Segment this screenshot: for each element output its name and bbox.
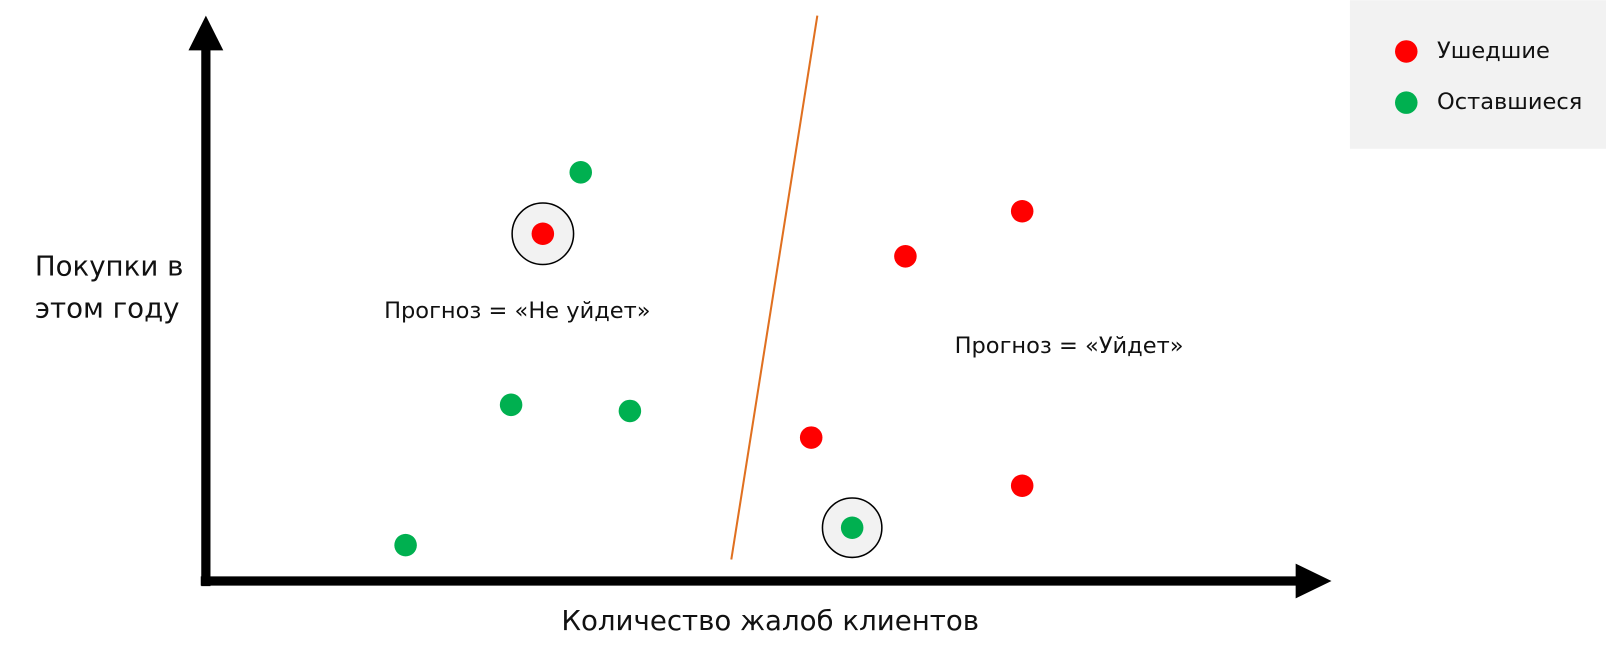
y-axis-label: Покупки в	[35, 250, 184, 283]
y-axis-label: этом году	[35, 292, 180, 325]
point	[1010, 474, 1034, 497]
legend-box	[1349, 0, 1606, 149]
decision-boundary	[730, 15, 819, 560]
point	[499, 393, 523, 417]
point	[799, 426, 823, 449]
point	[894, 245, 917, 268]
point	[840, 516, 864, 539]
x-arrow	[1295, 563, 1332, 599]
legend-marker	[1395, 40, 1418, 63]
legend-label: Ушедшие	[1437, 38, 1550, 64]
x-axis-label: Количество жалоб клиентов	[561, 604, 979, 637]
legend-label: Оставшиеся	[1437, 89, 1582, 115]
point	[531, 222, 555, 246]
y-arrow	[188, 15, 224, 51]
point	[618, 399, 642, 423]
point	[394, 533, 417, 557]
point	[569, 161, 593, 184]
annotation: Прогноз = «Уйдет»	[955, 333, 1184, 359]
point	[1010, 199, 1034, 223]
annotation: Прогноз = «Не уйдет»	[384, 298, 650, 324]
legend-marker	[1395, 91, 1418, 114]
